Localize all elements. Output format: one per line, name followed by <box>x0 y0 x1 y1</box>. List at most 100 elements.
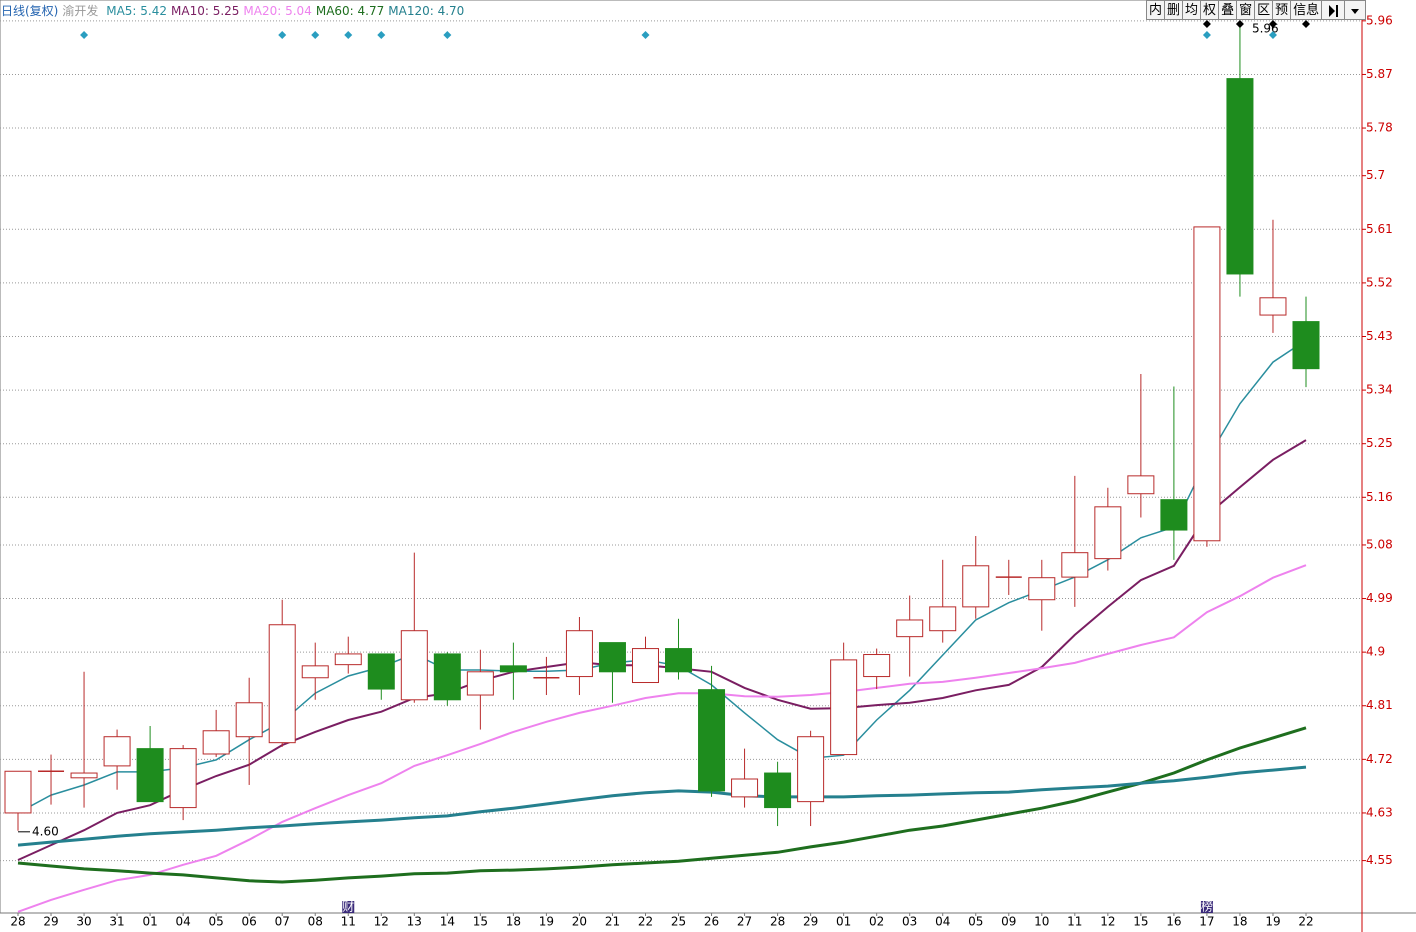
event-marker <box>1302 20 1310 28</box>
low-annotation: 4.60 <box>32 824 59 838</box>
event-marker <box>1268 20 1277 28</box>
x-tick-label: 12 <box>374 915 389 929</box>
candle-body <box>400 630 428 701</box>
x-tick-label: 03 <box>902 915 917 929</box>
x-tick-label: 18 <box>506 915 521 929</box>
ma-line <box>17 339 1307 814</box>
candle-body <box>565 630 593 678</box>
y-tick-label: 4.72 <box>1366 752 1393 766</box>
y-tick-label: 5.52 <box>1366 275 1393 289</box>
x-tick-label: 29 <box>43 915 58 929</box>
toolbar-button[interactable]: 窗 <box>1237 0 1256 20</box>
candle-body <box>797 736 825 803</box>
y-tick-label: 4.99 <box>1366 591 1393 605</box>
event-marker <box>1235 20 1244 28</box>
y-tick-label: 4.81 <box>1366 698 1393 712</box>
toolbar-button[interactable]: 预 <box>1273 0 1292 20</box>
toolbar-button[interactable]: 区 <box>1255 0 1274 20</box>
x-tick-label: 08 <box>308 915 323 929</box>
candle-body <box>1226 78 1254 275</box>
badge-label: 财 <box>342 900 354 914</box>
x-tick-label: 10 <box>1034 915 1049 929</box>
x-tick-label: 30 <box>76 915 91 929</box>
toolbar-button[interactable]: 信息 <box>1291 0 1323 20</box>
candle-body <box>698 689 726 792</box>
candle-body <box>499 665 527 673</box>
x-tick-label: 29 <box>803 915 818 929</box>
next-button[interactable] <box>1322 0 1346 20</box>
x-tick-label: 22 <box>638 915 653 929</box>
event-marker <box>641 31 650 39</box>
candle-body <box>169 748 197 809</box>
badge-label: 榜 <box>1201 899 1213 914</box>
header: 日线(复权) 渝开发 MA5: 5.42 MA10: 5.25 MA20: 5.04 M… <box>1 2 468 19</box>
x-tick-label: 14 <box>440 915 455 929</box>
y-tick-label: 4.9 <box>1366 645 1385 659</box>
x-tick-label: 01 <box>836 915 851 929</box>
legend-entry: MA10: 5.25 <box>171 4 240 18</box>
event-marker <box>278 31 287 39</box>
candle-body <box>1061 552 1089 578</box>
y-tick-label: 5.34 <box>1366 383 1393 397</box>
candle-body <box>665 648 693 673</box>
ma-line <box>17 564 1307 913</box>
x-tick-label: 12 <box>1100 915 1115 929</box>
ma-line <box>17 726 1307 884</box>
toolbar-button[interactable]: 叠 <box>1219 0 1238 20</box>
x-tick-label: 07 <box>275 915 290 929</box>
x-tick-label: 26 <box>704 915 719 929</box>
x-tick-label: 13 <box>407 915 422 929</box>
x-tick-label: 19 <box>539 915 554 929</box>
y-tick-label: 5.87 <box>1366 67 1393 81</box>
legend-entry: MA60: 4.77 <box>315 4 385 18</box>
icon-shape <box>1351 9 1360 14</box>
candle-body <box>631 648 659 684</box>
candle-body <box>1259 297 1287 316</box>
candle-body <box>334 653 362 666</box>
y-tick-label: 5.43 <box>1366 329 1393 343</box>
icon <box>1351 9 1360 14</box>
x-tick-label: 05 <box>209 915 224 929</box>
legend-entry: MA5: 5.42 <box>106 4 167 18</box>
x-tick-label: 27 <box>737 915 752 929</box>
event-marker <box>311 31 320 39</box>
ma-line <box>17 439 1307 861</box>
candle-body <box>863 654 891 678</box>
icon-shape <box>1329 5 1339 17</box>
ma-line <box>17 765 1307 847</box>
toolbar-button[interactable]: 均 <box>1183 0 1202 20</box>
x-tick-label: 18 <box>1232 915 1247 929</box>
y-tick-label: 5.16 <box>1366 490 1393 504</box>
plot-frame <box>0 0 1363 914</box>
toolbar-button[interactable]: 删 <box>1165 0 1184 20</box>
dropdown-button[interactable] <box>1345 0 1367 20</box>
x-tick-label: 09 <box>1001 915 1016 929</box>
x-tick-label: 31 <box>109 915 124 929</box>
x-tick-label: 06 <box>242 915 257 929</box>
event-marker <box>377 31 386 39</box>
x-tick-label: 17 <box>1199 915 1214 929</box>
candle-body <box>1292 321 1320 370</box>
y-tick-label: 5.7 <box>1366 168 1385 182</box>
candle-body <box>1028 577 1056 601</box>
badge <box>1200 901 1213 913</box>
candle-body <box>433 653 461 701</box>
toolbar-button[interactable]: 权 <box>1201 0 1220 20</box>
candle-body <box>235 702 263 738</box>
candle-body <box>136 748 164 803</box>
x-tick-label: 25 <box>671 915 686 929</box>
candle-body <box>202 730 230 755</box>
x-tick-label: 01 <box>142 915 157 929</box>
x-tick-label: 11 <box>1067 915 1082 929</box>
event-marker <box>1268 31 1277 39</box>
candle-body <box>764 772 792 809</box>
x-tick-label: 22 <box>1298 915 1313 929</box>
candle-body <box>70 772 98 779</box>
candle-body <box>1193 226 1221 542</box>
candle-body <box>962 565 990 608</box>
y-tick-label: 5.08 <box>1366 537 1393 551</box>
toolbar-button[interactable]: 内 <box>1146 0 1166 20</box>
candle-body <box>466 671 494 696</box>
y-tick-label: 4.55 <box>1366 853 1393 867</box>
